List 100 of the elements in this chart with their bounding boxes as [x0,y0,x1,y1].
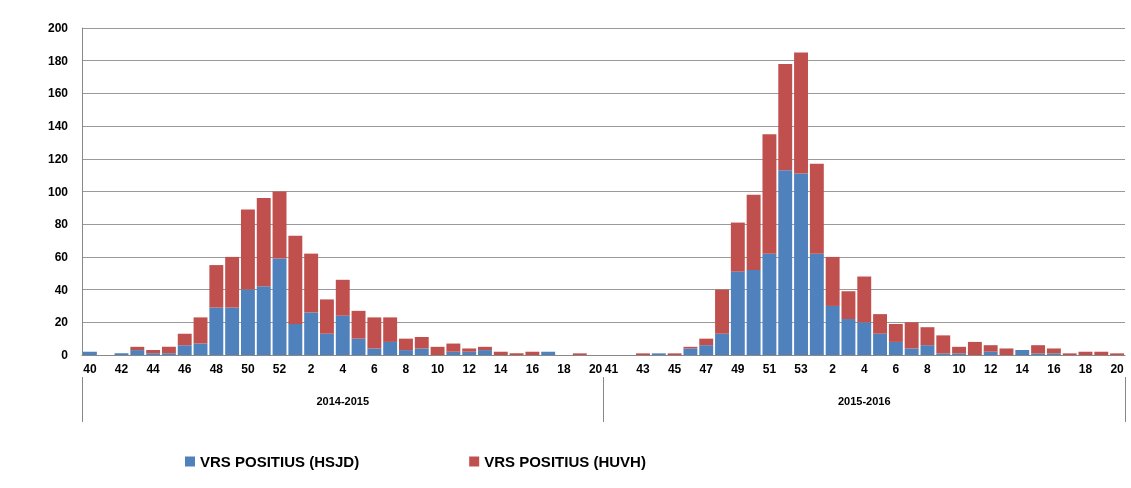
bar [177,333,192,346]
y-tick-label: 40 [54,282,69,297]
bar [952,346,967,354]
bar [82,351,97,355]
bar [225,256,240,308]
bar [809,163,824,254]
bar [1094,351,1109,355]
y-tick-label: 140 [47,119,69,134]
legend-label: VRS POSITIUS (HUVH) [484,453,646,470]
bar [983,351,998,355]
x-tick-label: 53 [794,362,809,376]
bar [778,63,793,171]
bar [983,345,998,352]
y-tick-label: 60 [54,249,69,264]
x-tick-label: 18 [557,362,571,376]
y-tick-label: 100 [47,184,69,199]
bar [335,279,350,316]
x-tick-label: 43 [636,362,650,376]
bar [873,333,888,355]
y-tick-label: 20 [54,315,69,330]
x-tick-label: 16 [1047,362,1061,376]
x-tick-label: 41 [604,362,619,376]
bar [730,222,745,272]
bar [478,346,492,351]
bar [414,337,429,349]
x-tick-label: 14 [494,362,508,376]
bar [130,346,145,351]
x-tick-label: 8 [402,362,410,376]
y-tick-label: 120 [47,151,69,166]
bar [319,299,334,334]
bar [288,235,303,324]
bar [683,348,698,355]
bar [240,289,255,355]
x-tick-label: 10 [430,362,445,376]
y-tick-label: 160 [47,86,69,101]
bar [920,327,935,346]
x-tick-label: 46 [178,362,192,376]
bar [715,289,729,334]
x-tick-label: 6 [371,362,379,376]
bar [130,350,145,355]
x-tick-label: 12 [462,362,477,376]
bar [446,351,461,355]
bar [272,258,287,355]
x-tick-label: 14 [1015,362,1030,376]
y-tick-label: 0 [61,348,69,362]
x-tick-label: 6 [892,362,900,376]
bar [936,335,951,354]
bar [414,348,429,355]
bar [383,317,398,342]
bar [873,314,888,334]
bar [304,312,319,355]
bar [383,341,398,355]
text: 2014-2015 [316,394,370,407]
y-tick-label: 200 [47,21,69,35]
x-tick-label: 47 [699,362,714,376]
bar [288,323,303,355]
bar [541,351,556,355]
text: 2015-2016 [837,394,891,407]
bar [193,343,208,355]
bar [209,265,224,308]
bar [778,170,793,355]
bar [715,333,729,355]
x-tick-label: 45 [667,362,682,376]
x-tick-label: 44 [146,362,161,376]
bar [399,350,413,355]
x-tick-label: 8 [924,362,932,376]
x-tick-label: 40 [83,362,97,376]
legend-label: VRS POSITIUS (HSJD) [200,453,360,470]
x-tick-label: 52 [272,362,287,376]
bar [999,348,1014,355]
bar [888,323,903,342]
bar [319,333,334,355]
x-tick-label: 4 [860,362,868,376]
bar [193,317,208,344]
bar [256,286,271,355]
x-tick-label: 16 [525,362,540,376]
x-tick-label: 2 [829,362,837,376]
bar [161,346,176,354]
bar [478,350,492,355]
y-tick-label: 180 [47,53,69,68]
bar [967,341,982,355]
bar [904,348,919,355]
x-tick-label: 48 [209,362,224,376]
bar [177,345,192,355]
x-tick-label: 50 [241,362,255,376]
bar [272,191,287,259]
bar [399,338,413,351]
x-tick-label: 20 [1110,362,1125,376]
x-tick-label: 12 [983,362,998,376]
x-tick-label: 20 [588,362,603,376]
bar [904,322,919,349]
bar [809,253,824,355]
bar [304,253,319,313]
x-tick-label: 10 [952,362,967,376]
bar [888,341,903,355]
bar [1031,345,1046,354]
x-tick-label: 49 [731,362,745,376]
bar [794,173,808,355]
bar [699,345,714,355]
bar [699,338,714,346]
